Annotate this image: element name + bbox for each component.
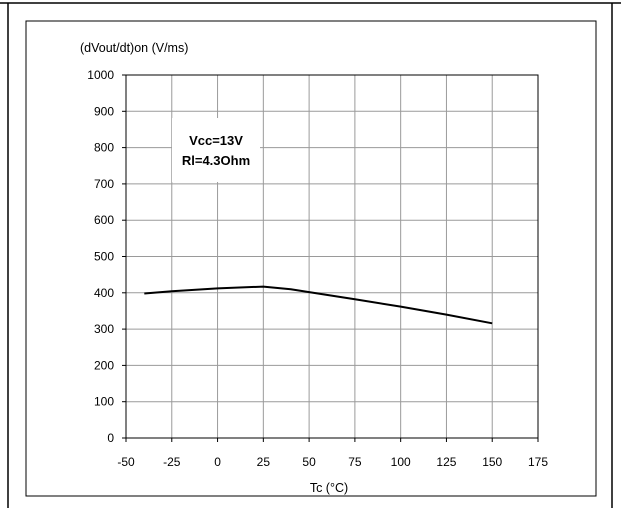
annotation-line-rl: Rl=4.3Ohm	[182, 153, 250, 168]
y-tick-label: 300	[94, 322, 114, 336]
y-axis-ticks	[122, 74, 126, 439]
annotation-line-vcc: Vcc=13V	[189, 133, 243, 148]
chart-panel	[25, 20, 597, 497]
series-layer	[144, 285, 493, 325]
y-tick-label: 600	[94, 213, 114, 227]
x-tick-label: 125	[436, 455, 456, 469]
x-tick-label: 175	[528, 455, 548, 469]
y-axis-tick-labels: 0 100 200 300 400 500 600 700 800 900 1000	[87, 68, 114, 445]
annotation-box	[172, 118, 260, 182]
y-gridlines	[126, 110, 538, 403]
y-tick-label: 0	[107, 431, 114, 445]
y-tick-label: 800	[94, 141, 114, 155]
x-tick-label: 50	[302, 455, 316, 469]
x-tick-label: 25	[257, 455, 271, 469]
y-tick-label: 400	[94, 286, 114, 300]
y-tick-label: 900	[94, 104, 114, 118]
y-tick-label: 500	[94, 250, 114, 264]
y-tick-label: 1000	[87, 68, 114, 82]
x-axis-title: Tc (°C)	[310, 481, 348, 495]
y-tick-label: 700	[94, 177, 114, 191]
x-tick-label: -50	[117, 455, 135, 469]
x-tick-label: 75	[348, 455, 362, 469]
x-axis-tick-labels: -50 -25 0 25 50 75 100 125 150 175	[117, 455, 548, 469]
x-tick-label: -25	[163, 455, 181, 469]
x-tick-label: 100	[391, 455, 411, 469]
x-tick-label: 0	[214, 455, 221, 469]
y-tick-label: 200	[94, 358, 114, 372]
y-tick-label: 100	[94, 395, 114, 409]
x-tick-label: 150	[482, 455, 502, 469]
y-axis-title: (dVout/dt)on (V/ms)	[80, 41, 188, 55]
x-axis-ticks	[125, 438, 539, 442]
series-line-0	[144, 285, 493, 325]
